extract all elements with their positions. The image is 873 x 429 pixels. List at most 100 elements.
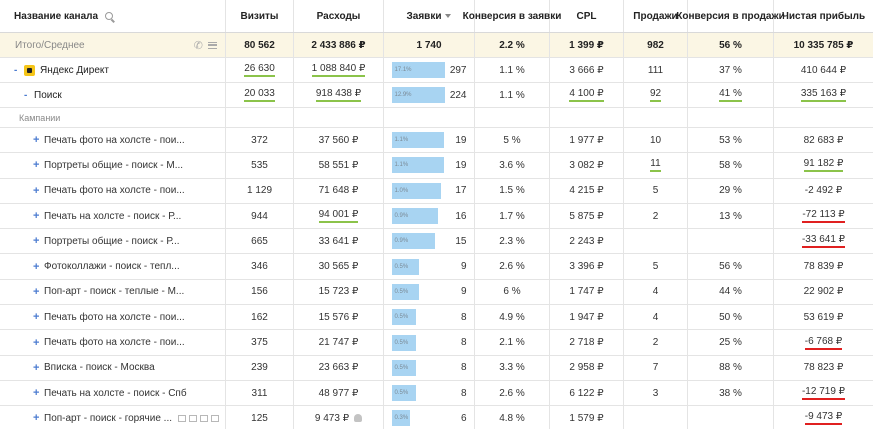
header-sales[interactable]: Продажи [624,0,688,32]
profit-cell: -72 113 ₽ [774,204,873,228]
total-cpl: 1 399 ₽ [550,33,624,57]
sales-cell: 92 [624,83,688,107]
leads-value: 8 [460,337,467,349]
copy-icon[interactable] [189,414,198,422]
expenses-value: 33 641 ₽ [318,235,359,247]
profit-cell: 82 683 ₽ [774,128,873,152]
cpl-cell: 1 579 ₽ [550,406,624,429]
expenses-value: 71 648 ₽ [318,185,359,197]
header-conv-sales[interactable]: Конверсия в продажи [676,0,785,32]
total-label: Итого/Среднее [15,39,85,51]
total-conv-leads: 2.2 % [475,33,550,57]
header-cpl[interactable]: CPL [550,0,624,32]
sales-cell: 4 [624,305,688,330]
total-leads: 1 740 [384,33,475,57]
header-leads[interactable]: Заявки [384,0,475,32]
leads-value: 8 [460,311,467,323]
section-spacer [384,108,475,127]
profit-value: -72 113 ₽ [802,209,845,224]
section-label: Кампании [0,108,226,127]
total-row: Итого/Среднее ✆ 80 562 2 433 886 ₽ 1 740… [0,33,873,58]
expenses-value: 48 977 ₽ [318,387,359,399]
conv-sales-cell: 38 % [688,380,774,406]
leads-value: 19 [455,159,467,171]
expand-toggle[interactable]: + [33,235,40,248]
expand-toggle[interactable]: + [33,260,40,273]
profit-value: 53 619 ₽ [803,311,844,323]
conv-leads-cell: 2.3 % [475,229,550,254]
header-channel[interactable]: Название канала [0,0,226,32]
external-link-icon[interactable] [178,414,187,422]
expand-toggle[interactable]: + [33,134,40,147]
campaign-name-cell: + Портреты общие - поиск - М... [0,153,226,178]
expand-toggle[interactable]: + [33,210,40,223]
cpl-cell: 4 215 ₽ [550,178,624,203]
header-conv-leads[interactable]: Конверсия в заявки [463,0,561,32]
phone-icon[interactable]: ✆ [193,39,203,52]
leads-bar: 0.9% 15 [391,233,467,250]
menu-icon[interactable] [211,414,220,422]
campaign-name: Вписка - поиск - Москва [44,362,155,374]
collapse-toggle[interactable]: - [24,89,28,101]
sales-cell: 7 [624,355,688,380]
leads-cell: 0.3% 6 [384,406,475,429]
expand-toggle[interactable]: + [33,387,40,400]
leads-share: 1.0% [394,187,409,194]
campaign-row[interactable]: + Фотоколлажи - поиск - тепл... 346 30 5… [0,254,873,280]
expand-toggle[interactable]: + [33,412,40,425]
expand-toggle[interactable]: + [33,336,40,349]
channel-row-yandex-direct[interactable]: - Яндекс Директ 26 630 1 088 840 ₽ 17.1%… [0,58,873,83]
profit-value: 22 902 ₽ [803,286,844,298]
campaign-row[interactable]: + Поп-арт - поиск - теплые - М... 156 15… [0,279,873,306]
leads-share: 0.9% [394,238,409,245]
campaign-row[interactable]: + Печать фото на холсте - пои... 372 37 … [0,128,873,154]
collapse-toggle[interactable]: - [14,64,18,76]
cpl-cell: 3 396 ₽ [550,254,624,279]
expand-toggle[interactable]: + [33,184,40,197]
campaign-row[interactable]: + Печать фото на холсте - пои... 1 129 7… [0,178,873,204]
profit-value: 91 182 ₽ [803,158,844,173]
channel-name-cell: - Яндекс Директ [0,58,226,82]
header-visits[interactable]: Визиты [226,0,294,32]
yandex-direct-icon [24,64,35,76]
campaign-row[interactable]: + Поп-арт - поиск - горячие ... 125 9 47… [0,406,873,429]
expand-toggle[interactable]: + [33,285,40,298]
total-icons: ✆ [194,39,217,52]
header-profit[interactable]: Чистая прибыль [781,10,866,22]
sales-cell: 2 [624,203,688,229]
sales-cell: 5 [624,254,688,279]
profit-value: -2 492 ₽ [804,185,843,197]
menu-icon[interactable] [208,41,217,49]
campaign-row[interactable]: + Печать фото на холсте - пои... 375 21 … [0,330,873,356]
phone-icon[interactable] [200,414,209,422]
sort-desc-icon[interactable] [445,14,452,18]
campaign-row[interactable]: + Портреты общие - поиск - Р... 665 33 6… [0,229,873,255]
cpl-cell: 6 122 ₽ [550,380,624,406]
sales-value: 2 [652,337,659,349]
expand-toggle[interactable]: + [33,159,40,172]
profit-value: -6 768 ₽ [804,336,843,350]
campaign-row[interactable]: + Печать на холсте - поиск - Р... 944 94… [0,203,873,230]
campaign-name-cell: + Печать на холсте - поиск - Р... [0,203,226,229]
header-expenses[interactable]: Расходы [294,0,384,32]
search-icon[interactable] [105,12,114,20]
sales-cell [624,229,688,254]
channel-name-cell: - Поиск [0,83,226,107]
campaign-row[interactable]: + Печать на холсте - поиск - Спб 311 48 … [0,380,873,407]
campaign-row[interactable]: + Печать фото на холсте - пои... 162 15 … [0,305,873,331]
user-icon[interactable] [354,414,363,423]
conv-leads-cell: 3.3 % [475,355,550,380]
expand-toggle[interactable]: + [33,361,40,374]
profit-cell: 91 182 ₽ [774,153,873,177]
campaign-row[interactable]: + Портреты общие - поиск - М... 535 58 5… [0,153,873,179]
header-channel-label: Название канала [14,10,99,22]
conv-leads-cell: 1.1 % [475,83,550,107]
leads-cell: 0.5% 8 [384,355,475,380]
campaign-row[interactable]: + Вписка - поиск - Москва 239 23 663 ₽ 0… [0,355,873,381]
conv-leads-cell: 3.6 % [475,153,550,178]
expand-toggle[interactable]: + [33,311,40,324]
expenses-cell: 918 438 ₽ [294,83,384,107]
leads-value: 17 [455,185,467,197]
channel-row-search[interactable]: - Поиск 20 033 918 438 ₽ 12.9% 224 1.1 %… [0,83,873,108]
profit-value: 78 823 ₽ [803,362,844,374]
